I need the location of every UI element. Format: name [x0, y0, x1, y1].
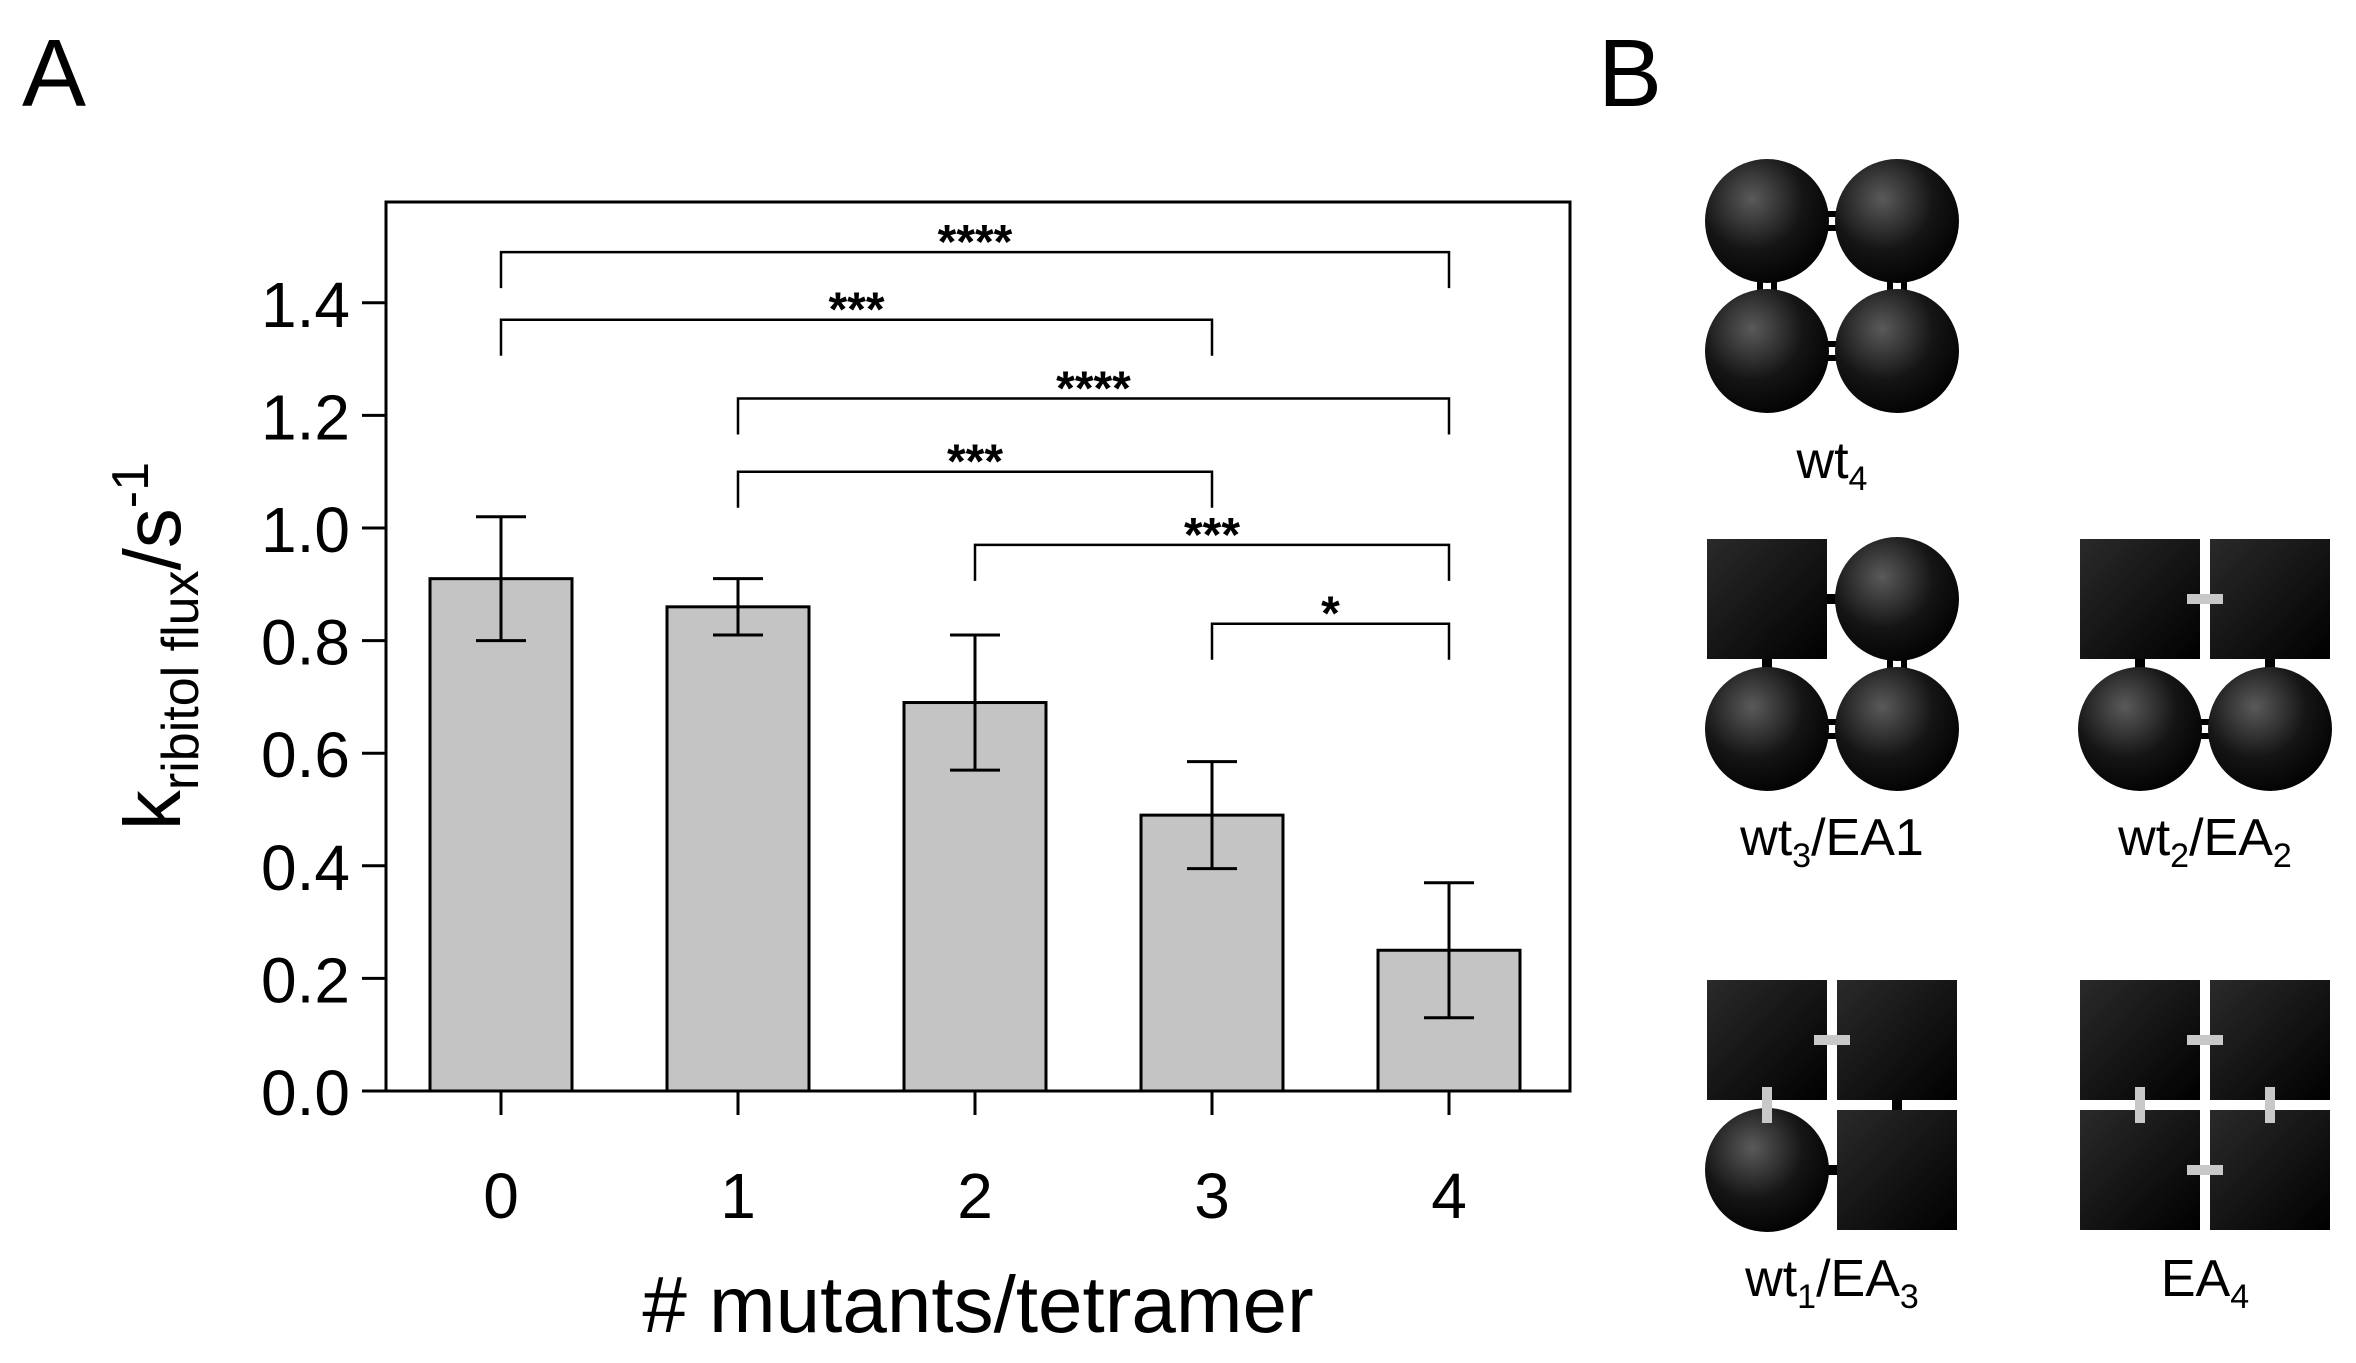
- subunit-circle: [1705, 1108, 1829, 1232]
- subunit-circle: [1835, 289, 1959, 413]
- subunit-circle: [1705, 289, 1829, 413]
- y-tick-label: 0.4: [261, 832, 350, 904]
- subunit-circle: [1835, 537, 1959, 661]
- subunit-square: [2210, 980, 2330, 1100]
- panel-b-label: B: [1598, 20, 1662, 127]
- label-base: wt: [1796, 432, 1850, 490]
- tetramer-wt2ea2: wt2/EA2: [2078, 539, 2332, 875]
- subunit-circle: [1705, 667, 1829, 791]
- subunit-square: [1707, 539, 1827, 659]
- subunit-square: [2210, 1110, 2330, 1230]
- label-suffix-sub: 2: [2273, 837, 2292, 875]
- tetramer-label: wt4: [1796, 432, 1868, 498]
- label-suffix: /EA: [1816, 1250, 1900, 1308]
- tetramer-label: wt3/EA1: [1739, 809, 1924, 875]
- y-tick-label: 0.8: [261, 607, 350, 679]
- significance-label: *: [1321, 588, 1340, 641]
- subunit-circle: [1835, 667, 1959, 791]
- y-tick-label: 1.0: [261, 494, 350, 566]
- tetramer-label: wt1/EA3: [1744, 1250, 1919, 1316]
- subunit-square: [2210, 539, 2330, 659]
- subunit-square: [2080, 1110, 2200, 1230]
- bar-1: [665, 605, 811, 1093]
- panel-a-label: A: [22, 20, 86, 127]
- label-sub: 1: [1797, 1278, 1816, 1316]
- label-base: wt: [1739, 809, 1793, 867]
- subunit-square: [2080, 539, 2200, 659]
- significance-brackets: ******************: [499, 216, 1451, 660]
- significance-label: ***: [947, 436, 1003, 489]
- subunit-circle: [1705, 159, 1829, 283]
- significance-label: ***: [1184, 509, 1240, 562]
- tetramer-wt1ea3: wt1/EA3: [1705, 980, 1957, 1316]
- x-axis-label: # mutants/tetramer: [642, 1260, 1313, 1349]
- x-tick-label: 2: [957, 1160, 993, 1232]
- subunit-circle: [2208, 667, 2332, 791]
- label-sub: 3: [1792, 837, 1811, 875]
- significance-bracket: [499, 318, 1214, 356]
- y-label-unit: /s: [108, 508, 197, 570]
- y-axis-label: kribitol flux/s-1: [102, 462, 210, 830]
- significance-bracket: [973, 543, 1451, 581]
- label-suffix: /EA: [2189, 809, 2273, 867]
- subunit-square: [1837, 1110, 1957, 1230]
- x-tick-label: 0: [483, 1160, 519, 1232]
- significance-bracket: [736, 397, 1451, 435]
- y-tick-label: 1.2: [261, 381, 350, 453]
- y-tick-label: 0.0: [261, 1057, 350, 1129]
- x-tick-label: 1: [720, 1160, 756, 1232]
- label-base: wt: [1744, 1250, 1798, 1308]
- x-tick-label: 4: [1431, 1160, 1467, 1232]
- subunit-square: [1837, 980, 1957, 1100]
- significance-label: ****: [938, 216, 1013, 269]
- tetramer-wt3ea1: wt3/EA1: [1705, 537, 1959, 875]
- label-base: wt: [2117, 809, 2171, 867]
- label-base: EA: [2161, 1250, 2231, 1308]
- y-tick-label: 1.4: [261, 269, 350, 341]
- label-suffix-sub: 3: [1900, 1278, 1919, 1316]
- significance-label: ***: [828, 284, 884, 337]
- label-suffix: /EA1: [1811, 809, 1924, 867]
- label-sub: 2: [2170, 837, 2189, 875]
- bar-0: [428, 577, 574, 1093]
- significance-bracket: [1210, 622, 1451, 660]
- tetramer-label: EA4: [2161, 1250, 2249, 1316]
- subunit-circle: [2078, 667, 2202, 791]
- y-tick-label: 0.6: [261, 719, 350, 791]
- label-sub: 4: [1849, 460, 1868, 498]
- significance-bracket: [736, 470, 1214, 508]
- subunit-square: [1707, 980, 1827, 1100]
- y-axis-ticks: 0.0 0.2 0.4 0.6 0.8 1.0 1.2 1.4: [261, 269, 386, 1129]
- y-label-main: k: [108, 789, 197, 830]
- tetramer-wt4: wt4: [1705, 159, 1959, 498]
- error-bars-layer: [476, 515, 1474, 1020]
- subunit-circle: [1835, 159, 1959, 283]
- y-tick-label: 0.2: [261, 944, 350, 1016]
- x-axis-ticks: 0 1 2 3 4: [483, 1091, 1467, 1232]
- x-tick-label: 3: [1194, 1160, 1230, 1232]
- subunit-square: [2080, 980, 2200, 1100]
- label-sub: 4: [2230, 1278, 2249, 1316]
- significance-label: ****: [1056, 363, 1131, 416]
- significance-bracket: [499, 250, 1451, 289]
- plot-frame: [384, 200, 1572, 1093]
- y-label-sub: ribitol flux: [152, 570, 210, 790]
- y-label-sup: -1: [102, 462, 160, 508]
- tetramer-label: wt2/EA2: [2117, 809, 2292, 875]
- tetramer-ea4: EA4: [2080, 980, 2330, 1316]
